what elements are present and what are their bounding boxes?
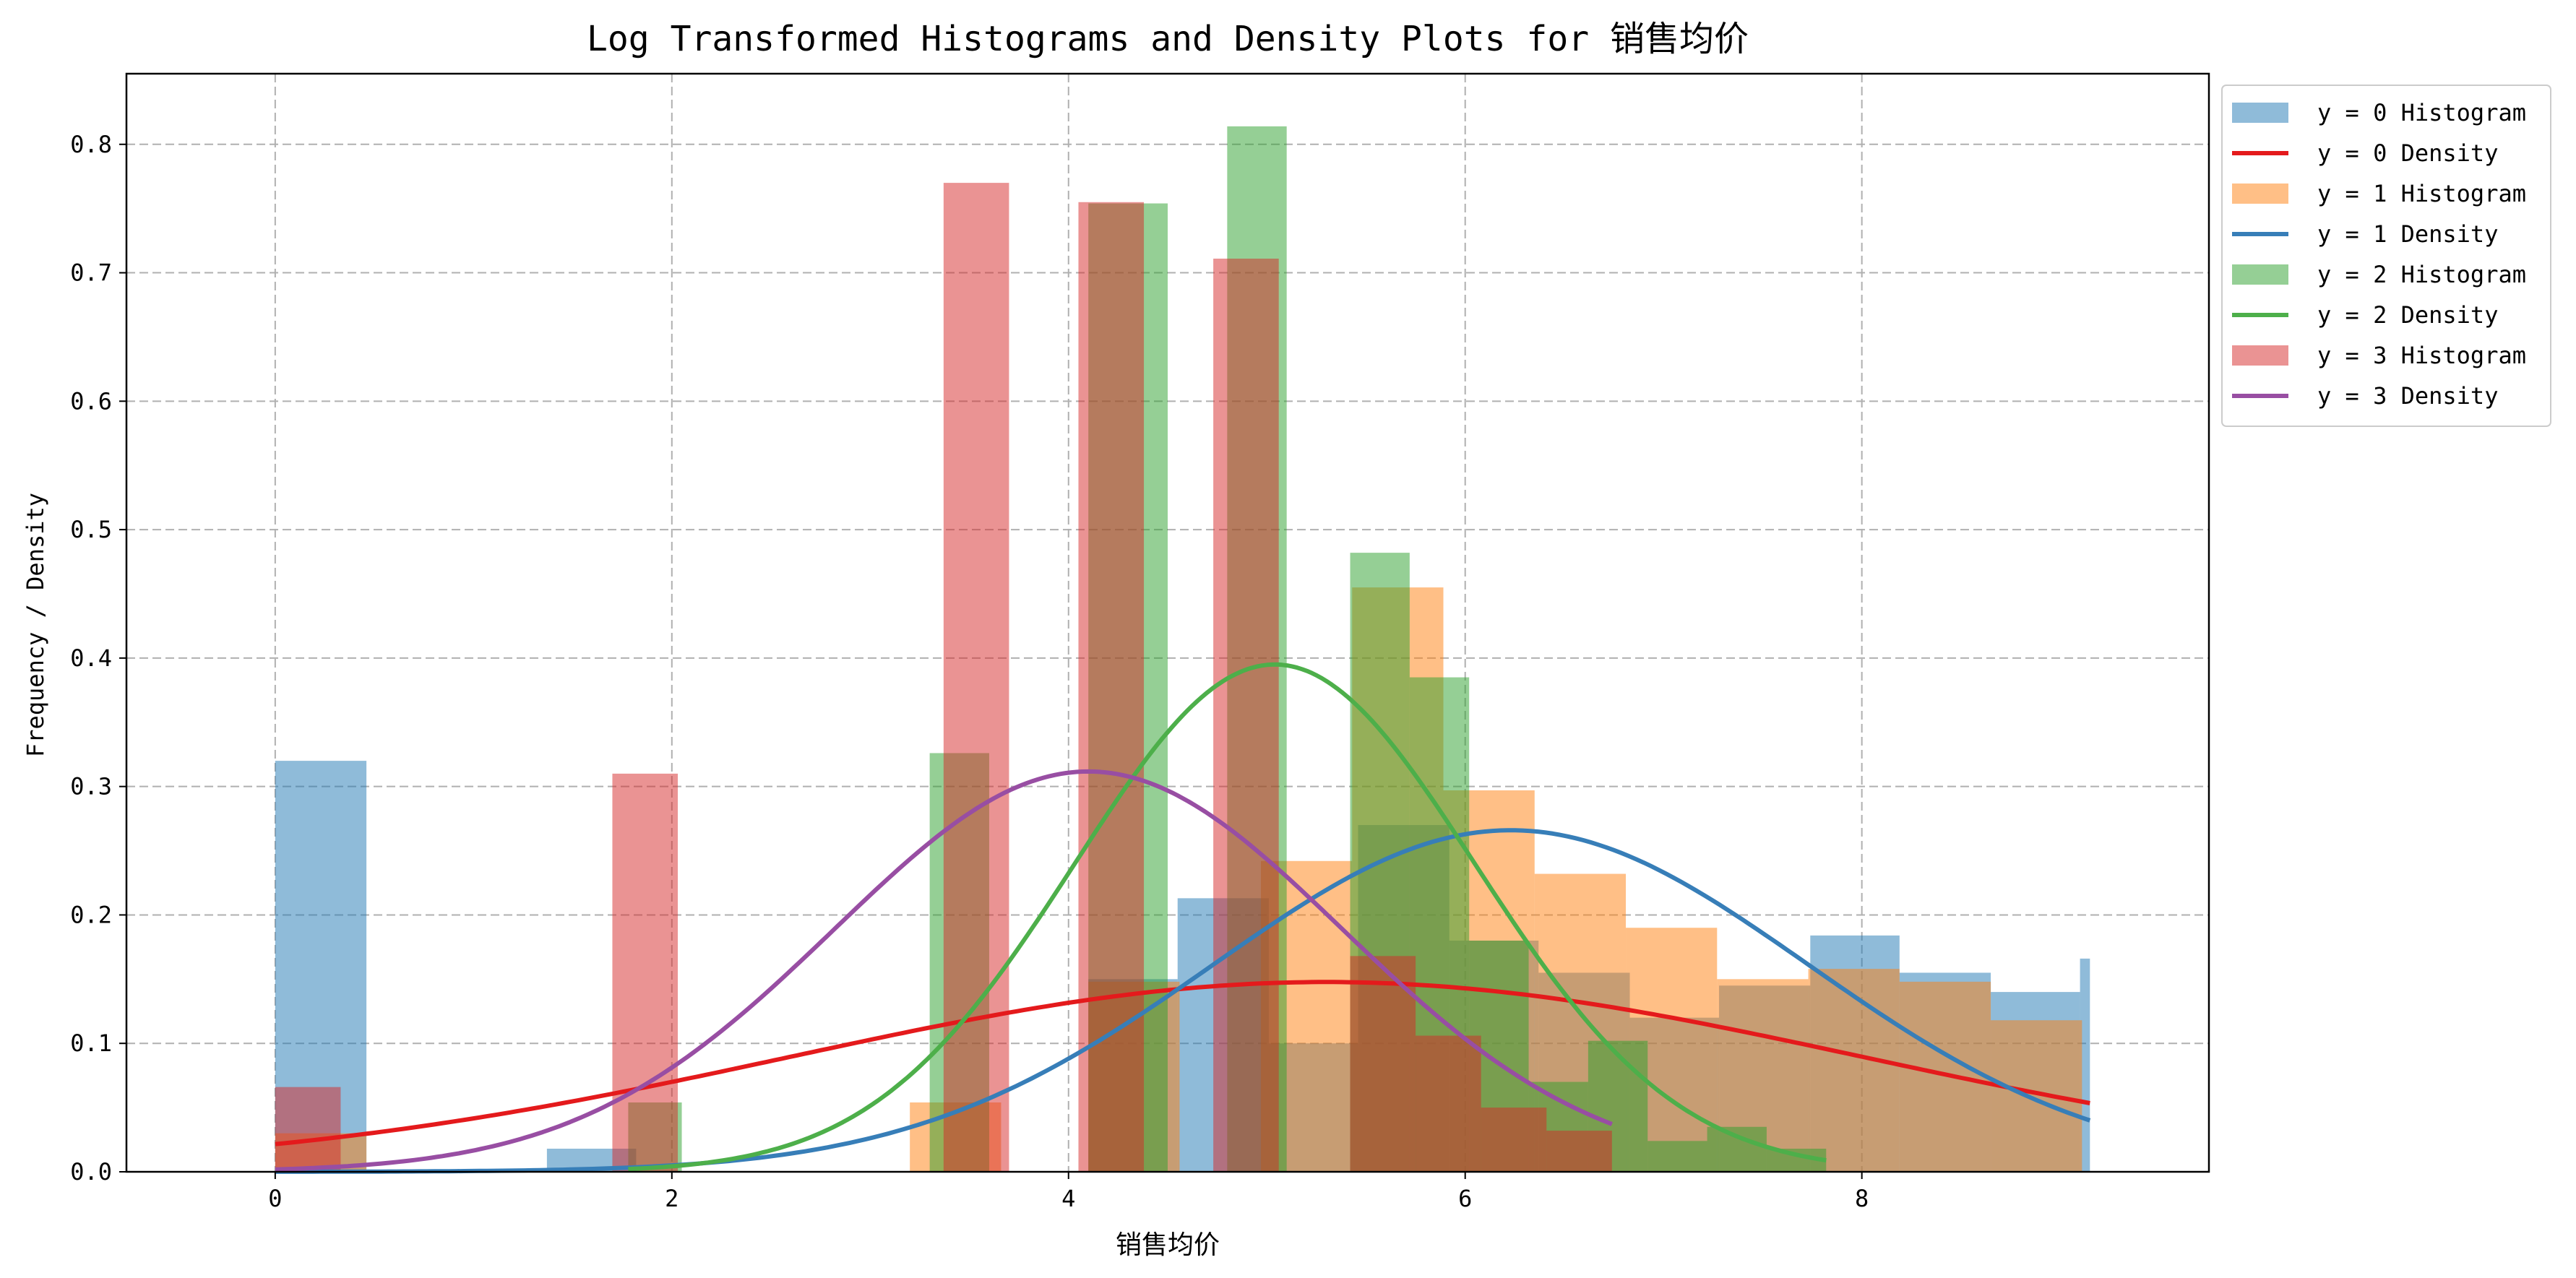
x-tick-label: 8 [1855,1185,1869,1212]
histogram-bar [1707,1126,1767,1172]
histogram-bar [1808,969,1900,1172]
x-axis-label: 销售均价 [1116,1230,1220,1260]
legend-label: y = 1 Histogram [2317,180,2526,207]
histogram-bar [1078,202,1145,1172]
legend-swatch [2232,345,2288,366]
histogram-bar [1546,1131,1612,1172]
y-tick-label: 0.7 [70,259,112,287]
legend: y = 0 Histogram y = 0 Density y = 1 Histog… [2221,85,2551,427]
legend-label: y = 0 Histogram [2317,99,2526,126]
x-tick-label: 4 [1061,1185,1075,1212]
legend-label: y = 3 Density [2317,382,2498,410]
legend-swatch [2232,184,2288,204]
y-tick-label: 0.2 [70,901,112,928]
chart-title: Log Transformed Histograms and Density P… [587,19,1749,59]
histogram-bar [1481,1108,1547,1172]
y-tick-label: 0.8 [70,131,112,158]
legend-label: y = 2 Density [2317,301,2498,329]
histogram-bar [612,773,679,1172]
histogram-bar [1350,956,1416,1172]
legend-label: y = 1 Density [2317,220,2498,248]
histogram-bar [275,1087,341,1172]
legend-swatch [2232,103,2288,123]
y-tick-label: 0.5 [70,516,112,543]
density-line [628,662,1827,1172]
histogram-bar [1899,981,1991,1172]
density-line [275,828,2091,1174]
histogram-bar [1991,1020,2082,1172]
y-tick-label: 0.1 [70,1029,112,1057]
x-tick-label: 6 [1458,1185,1472,1212]
legend-label: y = 0 Density [2317,139,2498,167]
histogram-bar [1416,1035,1481,1172]
legend-swatch [2232,264,2288,285]
histogram-bar [1213,259,1279,1172]
plot-area-frame [125,72,2210,1173]
density-line [275,980,2090,1147]
histogram-bars [275,126,2090,1173]
density-line [275,769,1613,1172]
y-tick-label: 0.0 [70,1158,112,1186]
y-tick-label: 0.4 [70,644,112,672]
histogram-bar [1647,1141,1707,1172]
legend-frame [2221,85,2551,427]
x-tick-label: 0 [268,1185,282,1212]
y-tick-label: 0.6 [70,387,112,415]
axis-ticks: 0 2 4 6 8 0.0 0.1 0.2 0.3 0.4 0.5 0.6 0.7 0.8 [70,131,1869,1212]
x-tick-label: 2 [665,1185,679,1212]
legend-label: y = 2 Histogram [2317,261,2526,288]
legend-label: y = 3 Histogram [2317,342,2526,369]
y-tick-label: 0.3 [70,773,112,800]
density-lines [275,662,2091,1174]
y-axis-label: Frequency / Density [22,493,49,757]
